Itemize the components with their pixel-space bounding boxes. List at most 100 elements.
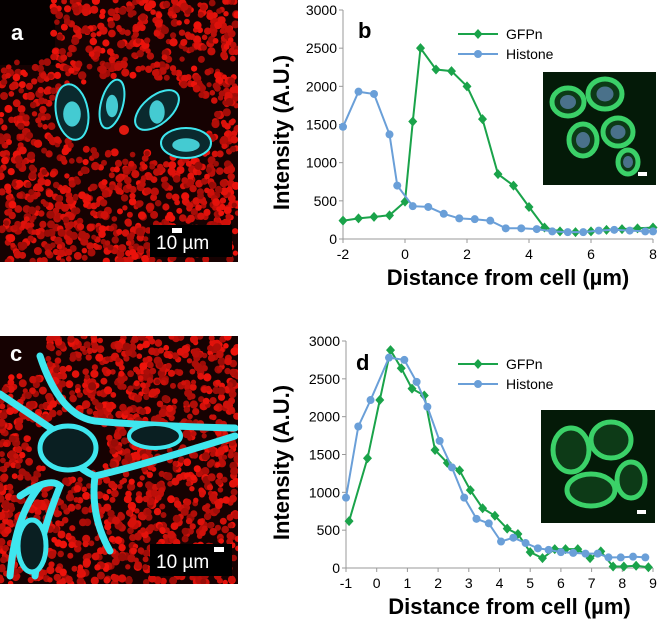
nucleus (228, 575, 236, 583)
nucleus (189, 486, 195, 492)
nucleus (176, 166, 185, 174)
data-point-histone (460, 493, 469, 502)
nucleus (0, 442, 4, 448)
nucleus (216, 350, 224, 359)
nucleus (54, 338, 63, 346)
nucleus (111, 216, 118, 222)
y-tick-label: 1000 (306, 155, 337, 171)
nucleus (181, 535, 189, 543)
nucleus (230, 118, 236, 124)
nucleus (0, 117, 4, 125)
nucleus (223, 336, 232, 341)
nucleus (160, 26, 169, 35)
nucleus (5, 64, 12, 70)
nucleus (79, 518, 87, 527)
data-point-histone (400, 355, 409, 364)
nucleus (0, 225, 6, 234)
nucleus (228, 390, 237, 399)
nucleus (154, 339, 163, 347)
data-point-histone (408, 202, 417, 211)
nucleus (233, 124, 238, 133)
nucleus (143, 387, 150, 394)
nucleus (33, 247, 42, 255)
nucleus (19, 241, 28, 250)
nucleus (24, 391, 32, 400)
nucleus (55, 11, 64, 20)
nucleus (205, 167, 212, 173)
nucleus (187, 528, 194, 535)
nucleus (52, 48, 59, 55)
nucleus (56, 409, 63, 416)
nucleus (141, 163, 148, 170)
nucleus (81, 486, 87, 493)
nucleus (154, 19, 163, 28)
nucleus (81, 506, 90, 515)
x-axis-label: Distance from cell (µm) (387, 265, 630, 290)
x-axis-label: Distance from cell (µm) (388, 594, 631, 619)
inset-image-d (541, 410, 655, 523)
nucleus (39, 502, 48, 511)
nucleus (231, 202, 237, 208)
nucleus (110, 148, 119, 157)
nucleus (61, 516, 69, 524)
nucleus (214, 21, 223, 30)
nucleus (178, 456, 185, 463)
nucleus (229, 494, 237, 503)
nucleus (69, 525, 76, 532)
nucleus (4, 258, 12, 262)
nucleus (176, 207, 183, 214)
nucleus (14, 422, 24, 431)
nucleus (145, 65, 153, 74)
data-point-histone (393, 181, 402, 190)
panel-d-letter: d (356, 350, 369, 375)
cell-process (36, 352, 238, 432)
data-point-gfpn (537, 553, 547, 564)
nucleus (35, 376, 42, 382)
nucleus (154, 199, 162, 207)
nucleus (133, 380, 140, 387)
nucleus (29, 387, 36, 395)
nucleus (228, 406, 235, 414)
nucleus (101, 159, 107, 166)
nucleus (127, 456, 133, 462)
nucleus (49, 170, 57, 178)
nucleus (82, 491, 91, 500)
nucleus (218, 538, 224, 544)
nucleus (76, 577, 85, 584)
nucleus (193, 465, 201, 473)
nucleus (51, 536, 58, 543)
nucleus (218, 210, 225, 217)
nucleus (37, 122, 43, 128)
nucleus (85, 45, 93, 53)
nucleus (115, 174, 124, 183)
nucleus (33, 139, 43, 148)
nucleus (65, 365, 73, 372)
data-point-gfpn (525, 547, 535, 558)
nucleus (82, 145, 90, 153)
nucleus (202, 255, 210, 262)
nucleus (208, 336, 215, 341)
nucleus (180, 507, 189, 516)
data-point-gfpn (465, 485, 475, 496)
nucleus (54, 357, 62, 364)
nucleus (221, 476, 228, 483)
nucleus (129, 232, 135, 238)
nucleus (226, 531, 235, 540)
nucleus (24, 473, 32, 481)
nucleus (227, 194, 236, 203)
nucleus (176, 20, 182, 26)
nucleus (153, 507, 162, 516)
nucleus (115, 444, 122, 452)
nucleus (90, 32, 97, 38)
nucleus (21, 159, 28, 165)
nucleus (147, 464, 154, 471)
nucleus (171, 352, 179, 360)
nucleus (46, 134, 54, 141)
nucleus (197, 11, 204, 18)
nucleus (172, 514, 181, 523)
nucleus (122, 56, 128, 63)
nucleus (142, 0, 149, 4)
nucleus (0, 556, 7, 564)
nucleus (210, 31, 217, 38)
nucleus (56, 373, 63, 380)
